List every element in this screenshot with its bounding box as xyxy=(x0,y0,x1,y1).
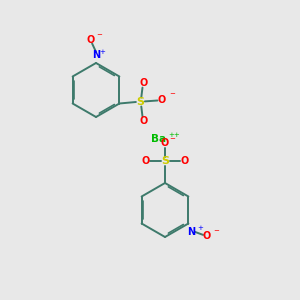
Text: Ba: Ba xyxy=(152,134,166,145)
Text: O: O xyxy=(161,138,169,148)
Text: −: − xyxy=(96,32,102,38)
Text: +: + xyxy=(197,225,203,231)
Text: O: O xyxy=(158,94,166,105)
Text: O: O xyxy=(141,156,150,167)
Text: −: − xyxy=(169,136,175,142)
Text: O: O xyxy=(139,116,148,126)
Text: −: − xyxy=(214,228,220,234)
Text: −: − xyxy=(169,91,175,97)
Text: O: O xyxy=(203,231,211,241)
Text: N: N xyxy=(92,50,100,60)
Text: ++: ++ xyxy=(169,132,180,138)
Text: N: N xyxy=(187,227,195,237)
Text: O: O xyxy=(86,34,95,45)
Text: O: O xyxy=(180,156,189,167)
Text: O: O xyxy=(139,78,148,88)
Text: S: S xyxy=(161,156,169,167)
Text: +: + xyxy=(100,49,106,55)
Text: S: S xyxy=(136,97,144,107)
